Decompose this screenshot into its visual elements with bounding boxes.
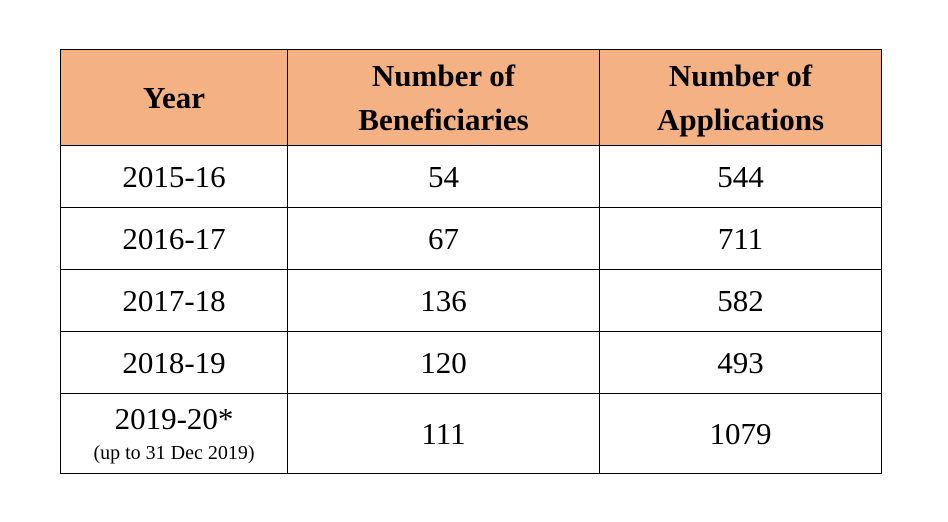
- year-cell: 2016-17: [60, 207, 288, 270]
- year-label: 2019-20*: [114, 400, 234, 436]
- beneficiaries-applications-table: Year Number of Beneficiaries Number of A…: [60, 49, 882, 474]
- header-beneficiaries-line2: Beneficiaries: [358, 101, 529, 137]
- applications-cell: 493: [599, 331, 882, 394]
- table-header: Year Number of Beneficiaries Number of A…: [60, 49, 882, 146]
- beneficiaries-cell: 67: [287, 207, 600, 270]
- beneficiaries-cell: 54: [287, 145, 600, 208]
- beneficiaries-cell: 120: [287, 331, 600, 394]
- table-row: 2019-20* (up to 31 Dec 2019) 111 1079: [60, 393, 882, 474]
- table-row: 2018-19 120 493: [60, 331, 882, 394]
- header-beneficiaries-line1: Number of: [371, 57, 516, 93]
- applications-cell: 582: [599, 269, 882, 332]
- header-applications-line1: Number of: [668, 57, 813, 93]
- table-body: 2015-16 54 544 2016-17 67 711 2017-18 13…: [60, 145, 882, 474]
- year-cell: 2015-16: [60, 145, 288, 208]
- applications-cell: 544: [599, 145, 882, 208]
- header-year: Year: [60, 49, 288, 146]
- table-row: 2016-17 67 711: [60, 207, 882, 270]
- beneficiaries-cell: 136: [287, 269, 600, 332]
- header-row: Year Number of Beneficiaries Number of A…: [60, 49, 882, 146]
- header-beneficiaries: Number of Beneficiaries: [287, 49, 600, 146]
- header-applications-line2: Applications: [656, 101, 825, 137]
- header-applications: Number of Applications: [599, 49, 882, 146]
- applications-cell: 1079: [599, 393, 882, 474]
- header-year-label: Year: [143, 79, 205, 115]
- table-row: 2015-16 54 544: [60, 145, 882, 208]
- table-row: 2017-18 136 582: [60, 269, 882, 332]
- year-footnote: (up to 31 Dec 2019): [93, 441, 255, 464]
- applications-cell: 711: [599, 207, 882, 270]
- year-cell: 2019-20* (up to 31 Dec 2019): [60, 393, 288, 474]
- beneficiaries-cell: 111: [287, 393, 600, 474]
- year-cell: 2018-19: [60, 331, 288, 394]
- year-cell: 2017-18: [60, 269, 288, 332]
